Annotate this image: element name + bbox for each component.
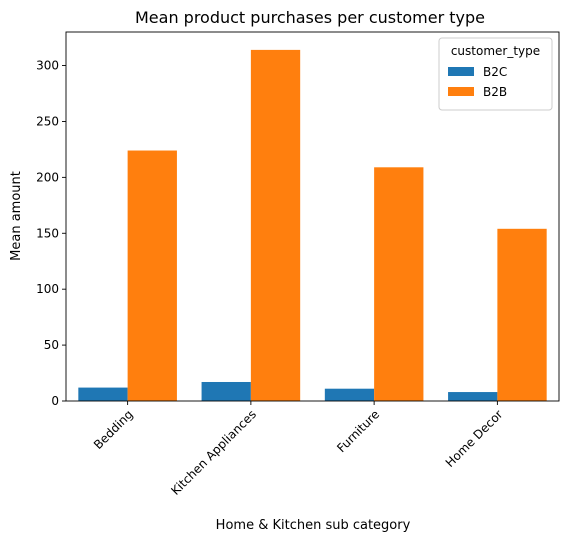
bar-b2b-home-decor — [497, 228, 547, 401]
legend-label-b2b: B2B — [483, 85, 507, 99]
bar-b2c-home-decor — [448, 392, 498, 401]
legend-swatch-b2c — [448, 67, 474, 76]
bar-b2c-furniture — [324, 388, 375, 401]
legend-title: customer_type — [451, 44, 540, 58]
bar-b2b-bedding — [127, 150, 177, 401]
legend: customer_type B2C B2B — [438, 37, 553, 111]
chart-title: Mean product purchases per customer type — [135, 8, 485, 27]
x-tick-label: Bedding — [91, 407, 136, 452]
bar-b2c-kitchen-appliances — [201, 381, 251, 401]
y-axis: 0 50 100 150 200 250 300 — [36, 59, 66, 408]
bar-b2b-kitchen-appliances — [250, 49, 301, 402]
x-axis-label: Home & Kitchen sub category — [216, 518, 411, 533]
y-axis-label: Mean amount — [9, 171, 24, 261]
plot-area — [65, 31, 560, 402]
bar-b2c-bedding — [78, 387, 128, 401]
y-tick-label: 300 — [36, 59, 59, 73]
y-tick-label: 150 — [36, 226, 59, 240]
y-tick-label: 0 — [51, 394, 59, 408]
legend-label-b2c: B2C — [483, 65, 507, 79]
y-tick-label: 250 — [36, 114, 59, 128]
x-tick-label: Furniture — [334, 407, 382, 455]
axes-frame — [65, 31, 560, 402]
y-tick-label: 100 — [36, 282, 59, 296]
bar-b2b-furniture — [374, 167, 424, 401]
y-tick-label: 50 — [44, 338, 59, 352]
x-tick-label: Kitchen Appliances — [168, 407, 259, 498]
x-tick-label: Home Decor — [443, 407, 506, 470]
x-axis: Bedding Kitchen Appliances Furniture Home D… — [91, 401, 506, 498]
legend-swatch-b2b — [448, 87, 474, 96]
y-tick-label: 200 — [36, 170, 59, 184]
